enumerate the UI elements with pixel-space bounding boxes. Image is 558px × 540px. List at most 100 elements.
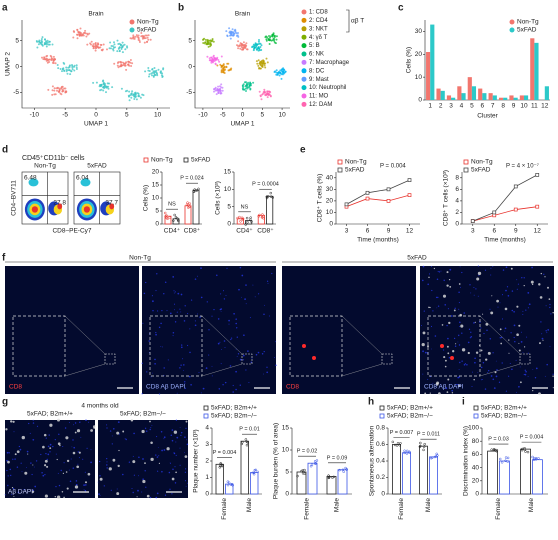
cell-point <box>242 41 245 44</box>
plaque <box>458 283 461 285</box>
cell-point <box>48 40 51 43</box>
nucleus <box>171 439 174 442</box>
nucleus <box>266 366 268 368</box>
plaque <box>158 462 160 464</box>
x-tick-label: CD4⁺ <box>236 228 253 235</box>
nucleus <box>160 345 162 347</box>
dot <box>195 189 199 192</box>
cell-point <box>63 70 66 72</box>
cell-point <box>216 64 219 67</box>
age-label: 4 months old <box>81 403 119 410</box>
nucleus <box>524 369 527 372</box>
nucleus <box>180 293 183 296</box>
x-tick-label: 6 <box>492 228 496 235</box>
dot <box>174 216 178 219</box>
stain-label: CD8 Aβ DAPI <box>424 384 464 391</box>
dot <box>313 460 317 463</box>
y-tick-label: 5 <box>155 208 159 215</box>
cell-point <box>258 42 261 45</box>
y-tick-label: -5 <box>13 89 19 96</box>
cell-point <box>264 94 267 97</box>
legend-swatch <box>301 43 307 49</box>
legend-swatch <box>301 85 307 91</box>
nucleus <box>7 484 9 487</box>
nucleus <box>169 488 171 490</box>
nucleus <box>247 350 249 352</box>
cell-point <box>140 32 143 34</box>
nucleus <box>490 267 492 269</box>
nucleus <box>475 288 477 290</box>
nucleus <box>173 452 175 454</box>
nucleus <box>513 311 515 313</box>
cell-point <box>94 44 97 46</box>
cell-point <box>51 43 54 46</box>
flow-density <box>57 203 63 210</box>
plaque <box>491 295 493 297</box>
dot <box>523 446 526 450</box>
legend-label: Non-Tg <box>517 19 539 26</box>
cell-point <box>257 40 260 43</box>
plaque <box>76 465 80 469</box>
nucleus <box>149 428 151 431</box>
cell-point <box>284 70 287 73</box>
dot <box>422 445 426 448</box>
cell-point <box>266 96 269 99</box>
plaque <box>74 485 79 489</box>
nucleus <box>515 359 517 361</box>
nucleus <box>185 427 187 430</box>
cell-point <box>101 80 104 83</box>
cell-point <box>263 64 266 67</box>
cell-point <box>238 45 241 48</box>
cell-point <box>230 30 233 33</box>
bar <box>429 456 439 495</box>
nucleus <box>437 271 439 273</box>
dot <box>265 196 269 200</box>
plaque <box>130 418 134 422</box>
dot <box>533 457 536 460</box>
nucleus <box>544 375 546 377</box>
nucleus <box>487 372 489 373</box>
x-tick-label: 10 <box>154 112 162 119</box>
nucleus <box>446 324 448 327</box>
bar <box>236 218 244 225</box>
flow-density <box>31 206 38 213</box>
dot <box>246 220 249 224</box>
plaque <box>446 271 449 274</box>
cell-point <box>140 35 143 38</box>
nucleus <box>122 473 124 476</box>
nucleus <box>552 373 554 375</box>
nucleus <box>516 279 518 281</box>
nucleus <box>97 481 99 483</box>
plaque <box>538 392 541 396</box>
plaque <box>57 418 60 422</box>
cell-point <box>252 81 255 84</box>
nucleus <box>124 438 126 440</box>
nucleus <box>550 313 552 315</box>
nucleus <box>499 302 501 304</box>
panel-letter: c <box>398 3 404 14</box>
cell-point <box>249 87 252 90</box>
y-axis-label: Cells (%) <box>406 47 413 73</box>
nucleus <box>161 470 163 473</box>
nucleus <box>49 451 51 453</box>
cell-point <box>215 93 218 96</box>
plaque <box>548 298 551 300</box>
cell-point <box>242 46 245 49</box>
nucleus <box>513 324 516 327</box>
dot <box>408 450 411 454</box>
nucleus <box>218 388 221 390</box>
nucleus <box>461 271 463 274</box>
panel-letter: i <box>462 397 465 408</box>
cell-point <box>92 43 95 46</box>
cell-point <box>267 37 270 40</box>
cell-point <box>76 33 79 36</box>
nucleus <box>540 321 542 323</box>
nucleus <box>219 308 222 311</box>
legend-label: 10: Neutrophil <box>309 85 346 91</box>
nucleus <box>179 367 181 369</box>
plaque <box>532 390 534 392</box>
nucleus <box>19 448 22 451</box>
nucleus <box>60 469 62 472</box>
nucleus <box>451 389 454 392</box>
nucleus <box>458 302 460 304</box>
